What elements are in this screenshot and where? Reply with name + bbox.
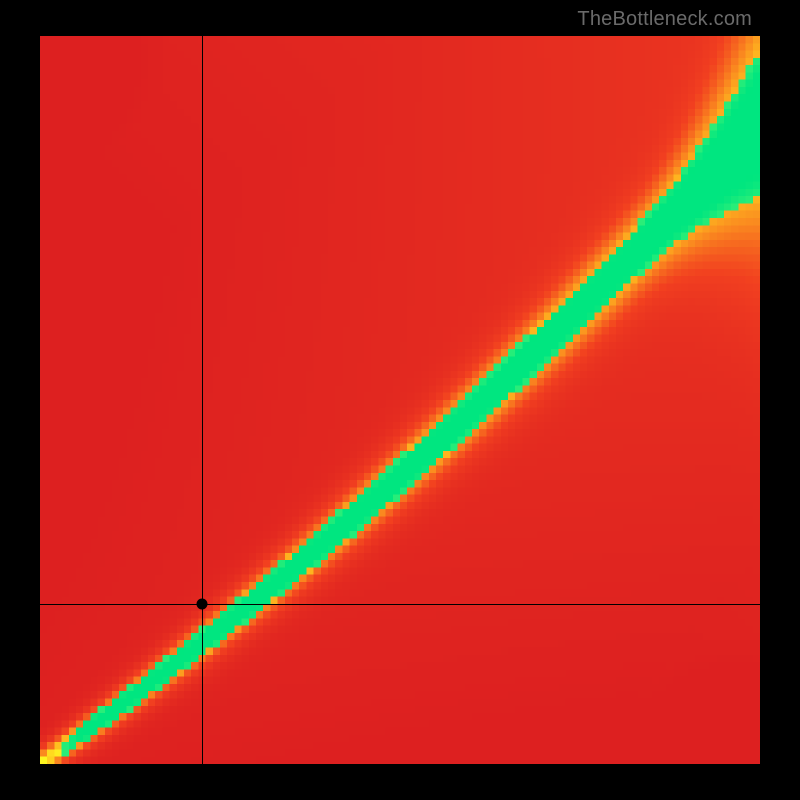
plot-area: [40, 36, 760, 764]
chart-frame: TheBottleneck.com: [0, 0, 800, 800]
heatmap-canvas: [40, 36, 760, 764]
watermark-text: TheBottleneck.com: [577, 8, 752, 31]
marker-dot: [197, 598, 208, 609]
crosshair-vertical: [202, 36, 203, 764]
crosshair-horizontal: [40, 604, 760, 605]
